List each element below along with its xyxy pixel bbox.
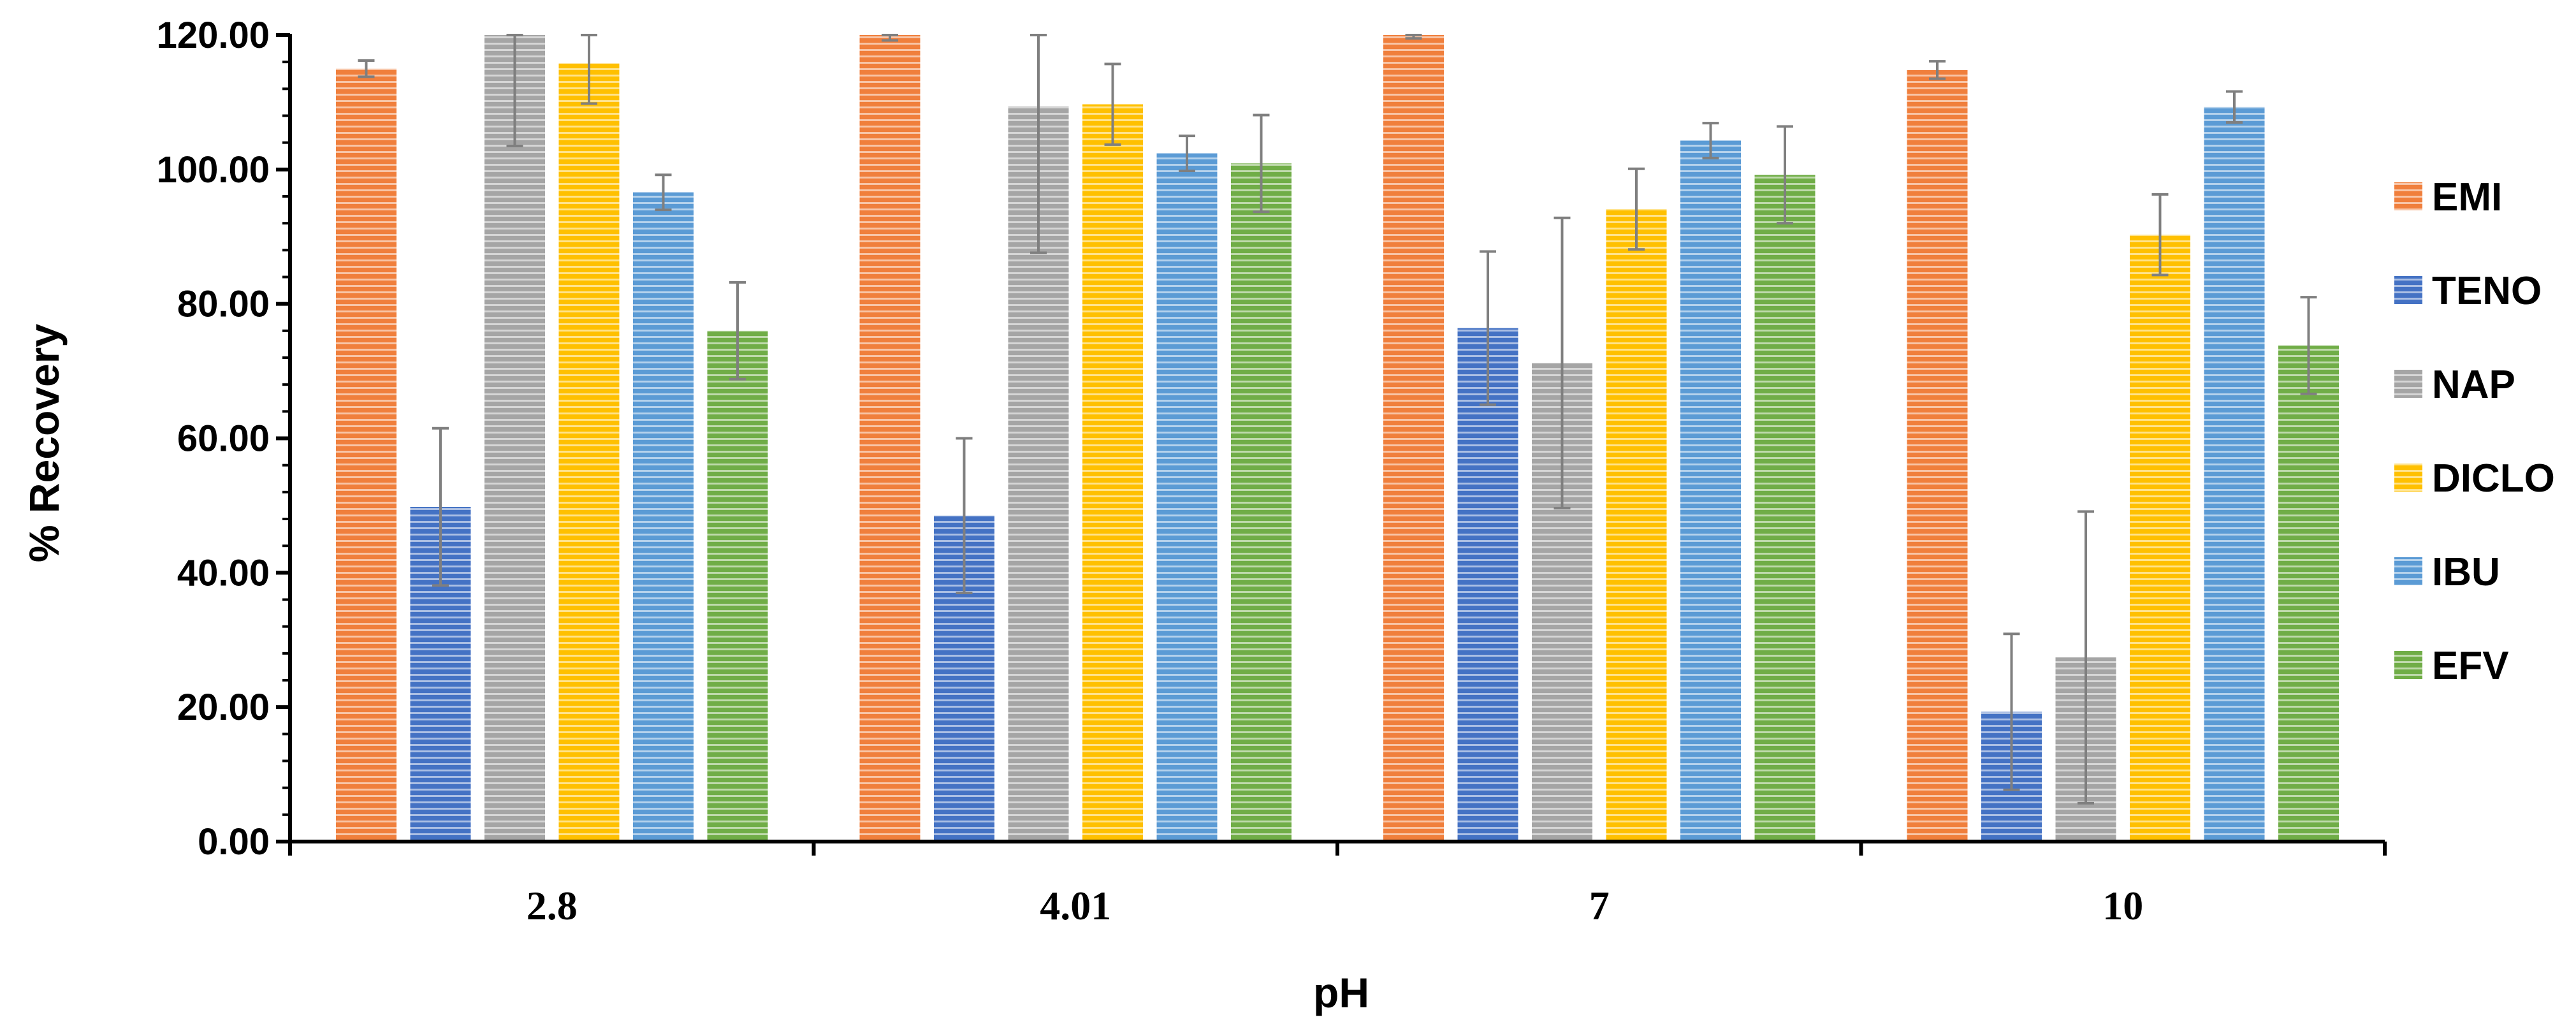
error-bar-emi-ph-10 xyxy=(1929,60,1946,80)
legend-swatch xyxy=(2394,370,2422,398)
error-bar-emi-ph-7 xyxy=(1405,34,1422,40)
x-tick-label: 7 xyxy=(1589,883,1610,928)
y-axis-title: % Recovery xyxy=(20,324,68,563)
axes-layer: 0.00 20.00 40.00 60.00 80.00 100.00 120.00 2.8 4… xyxy=(157,15,2387,928)
error-bar-diclo-ph-7 xyxy=(1628,167,1645,251)
legend-item-ibu: IBU xyxy=(2394,550,2500,594)
bar-ibu-ph-2.8 xyxy=(633,192,694,842)
y-tick-label: 20.00 xyxy=(177,687,270,728)
error-bar-nap-ph-2.8 xyxy=(506,34,523,147)
error-bar-nap-ph-7 xyxy=(1554,216,1571,510)
legend-label: IBU xyxy=(2432,550,2500,594)
error-bar-ibu-ph-7 xyxy=(1702,122,1719,159)
bar-efv-ph-7 xyxy=(1754,175,1816,842)
error-bar-teno-ph-10 xyxy=(2003,632,2020,791)
legend-item-teno: TENO xyxy=(2394,269,2542,313)
bar-diclo-ph-2.8 xyxy=(558,63,620,842)
bar-ibu-ph-4.01 xyxy=(1156,153,1218,842)
legend-label: DICLO xyxy=(2432,456,2555,500)
legend-label: EFV xyxy=(2432,644,2509,688)
legend-item-emi: EMI xyxy=(2394,175,2502,219)
error-bar-efv-ph-7 xyxy=(1777,125,1793,225)
x-tick-label: 2.8 xyxy=(527,883,578,928)
x-tick-label: 10 xyxy=(2102,883,2143,928)
legend-item-nap: NAP xyxy=(2394,363,2515,407)
error-bar-nap-ph-4.01 xyxy=(1030,34,1047,254)
legend-item-efv: EFV xyxy=(2394,644,2509,688)
bar-emi-ph-2.8 xyxy=(336,68,397,842)
error-bar-nap-ph-10 xyxy=(2078,510,2094,805)
legend-swatch xyxy=(2394,182,2422,210)
y-tick-label: 120.00 xyxy=(157,15,270,56)
bar-emi-ph-4.01 xyxy=(859,35,921,842)
bar-efv-ph-10 xyxy=(2278,346,2339,842)
legend-label: EMI xyxy=(2432,175,2502,219)
legend-label: TENO xyxy=(2432,269,2542,313)
bar-ibu-ph-7 xyxy=(1680,140,1741,842)
x-tick-label: 4.01 xyxy=(1040,883,1111,928)
error-bar-ibu-ph-10 xyxy=(2226,90,2243,124)
error-bar-efv-ph-2.8 xyxy=(729,281,746,381)
bar-ibu-ph-10 xyxy=(2204,106,2265,842)
legend-label: NAP xyxy=(2432,363,2515,407)
y-tick-label: 40.00 xyxy=(177,552,270,594)
bar-teno-ph-7 xyxy=(1457,328,1518,842)
error-bar-emi-ph-4.01 xyxy=(882,34,898,42)
bar-nap-ph-2.8 xyxy=(484,35,545,842)
error-bar-teno-ph-7 xyxy=(1480,250,1496,406)
bar-efv-ph-4.01 xyxy=(1231,163,1292,842)
error-bar-ibu-ph-4.01 xyxy=(1179,135,1195,172)
error-bar-diclo-ph-4.01 xyxy=(1104,62,1121,146)
bar-emi-ph-7 xyxy=(1383,35,1444,842)
bar-diclo-ph-4.01 xyxy=(1082,104,1143,842)
error-bars-layer xyxy=(358,34,2317,805)
error-bar-diclo-ph-2.8 xyxy=(581,34,597,105)
bar-diclo-ph-7 xyxy=(1606,209,1667,842)
legend: EMI TENO NAP DICLO IBU EFV xyxy=(2394,175,2555,688)
legend-item-diclo: DICLO xyxy=(2394,456,2555,500)
legend-swatch xyxy=(2394,276,2422,304)
y-tick-label: 100.00 xyxy=(157,149,270,191)
bar-efv-ph-2.8 xyxy=(707,330,768,842)
legend-swatch xyxy=(2394,651,2422,679)
error-bar-efv-ph-4.01 xyxy=(1253,113,1270,214)
error-bar-diclo-ph-10 xyxy=(2151,193,2169,277)
error-bar-efv-ph-10 xyxy=(2300,296,2317,395)
legend-swatch xyxy=(2394,557,2422,585)
bar-diclo-ph-10 xyxy=(2130,235,2190,842)
y-tick-label: 0.00 xyxy=(198,821,270,863)
x-axis-title: pH xyxy=(1313,969,1369,1016)
y-tick-label: 80.00 xyxy=(177,284,270,325)
error-bar-teno-ph-2.8 xyxy=(432,427,449,587)
error-bar-teno-ph-4.01 xyxy=(956,437,973,594)
error-bar-emi-ph-2.8 xyxy=(358,59,375,78)
bars-layer xyxy=(336,35,2339,842)
y-tick-label: 60.00 xyxy=(177,418,270,460)
bar-emi-ph-10 xyxy=(1907,69,1968,842)
error-bar-ibu-ph-2.8 xyxy=(655,173,672,212)
legend-swatch xyxy=(2394,463,2422,492)
